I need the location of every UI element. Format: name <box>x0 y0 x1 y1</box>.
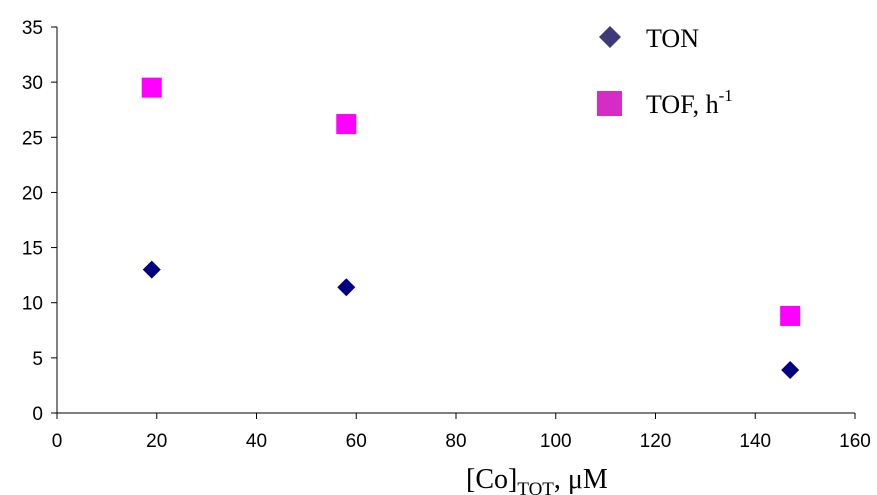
x-tick-label: 140 <box>739 431 771 452</box>
x-tick-label: 100 <box>540 431 572 452</box>
data-points <box>141 77 801 379</box>
axes <box>56 27 855 414</box>
ton-point <box>337 278 356 297</box>
y-tick-label: 20 <box>22 183 43 204</box>
y-tick-label: 15 <box>22 239 43 260</box>
y-tick-label: 25 <box>22 128 43 149</box>
tof-point <box>780 305 801 326</box>
x-tick-label: 160 <box>839 431 871 452</box>
tof-point <box>336 114 357 135</box>
y-tick-label: 10 <box>22 294 43 315</box>
legend-ton-marker <box>599 26 621 48</box>
y-tick-label: 35 <box>22 18 43 39</box>
x-tick-label: 0 <box>52 431 63 452</box>
y-tick-label: 30 <box>22 73 43 94</box>
ton-point <box>142 260 161 279</box>
x-tick-label: 80 <box>445 431 466 452</box>
y-tick-label: 5 <box>32 349 43 370</box>
x-tick-label: 60 <box>346 431 367 452</box>
x-axis-ticks: 0 20 40 60 80 100 120 140 160 <box>52 413 871 452</box>
y-tick-label: 0 <box>32 404 43 425</box>
legend-ton-label: TON <box>646 24 699 53</box>
x-tick-label: 40 <box>246 431 267 452</box>
tof-point <box>141 77 162 98</box>
legend-tof-marker <box>597 91 622 116</box>
x-axis-label: [Co]TOT, μM <box>466 464 608 495</box>
x-tick-label: 120 <box>640 431 672 452</box>
y-axis-ticks: 0 5 10 15 20 25 30 35 <box>22 18 57 425</box>
ton-point <box>781 360 800 379</box>
legend-tof-label: TOF, h-1 <box>646 86 733 119</box>
legend: TON TOF, h-1 <box>597 24 733 119</box>
x-tick-label: 20 <box>146 431 167 452</box>
